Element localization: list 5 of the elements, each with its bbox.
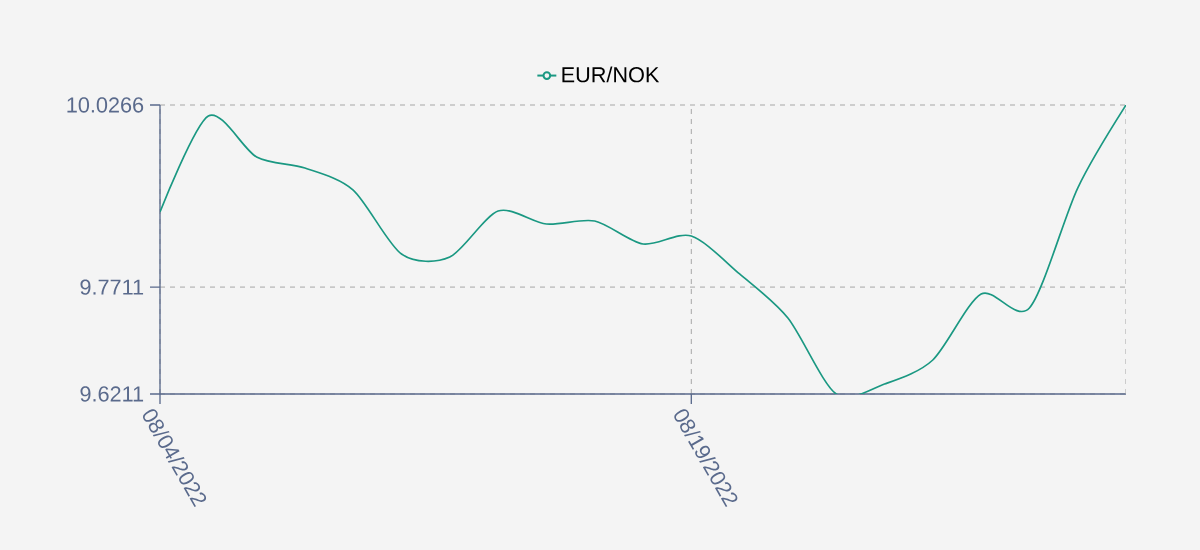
legend-label: EUR/NOK [562, 66, 660, 83]
y-tick-label: 9.7711 [80, 279, 144, 295]
y-tick-label: 9.6211 [80, 386, 144, 402]
line-series [160, 104, 1127, 394]
y-tick-label: 10.0266 [67, 97, 144, 113]
